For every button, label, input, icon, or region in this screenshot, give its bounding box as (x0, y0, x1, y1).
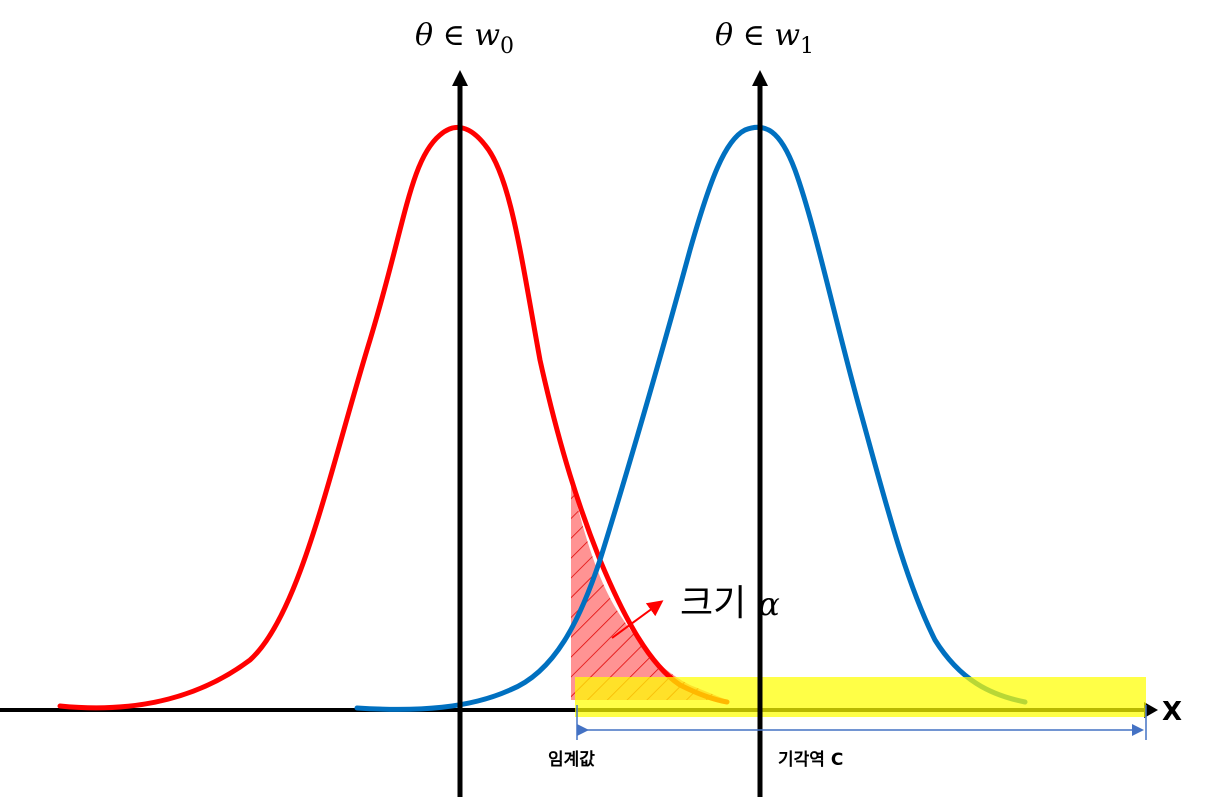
alpha-region-hatch (571, 480, 727, 700)
h0-distribution-curve (57, 124, 730, 711)
h1-distribution-curve (354, 124, 1028, 712)
threshold-label: 임계값 (548, 749, 595, 770)
h0-mean-axis-arrowhead (452, 70, 468, 86)
x-axis-arrowhead (1144, 702, 1158, 718)
h1-label: θ ∈ w1 (715, 18, 814, 59)
critical-region-label: 기각역 C (778, 750, 843, 770)
alpha-pointer-arrow (611, 600, 664, 639)
h0-label: θ ∈ w0 (415, 18, 514, 59)
alpha-size-label: 크기 α (680, 583, 780, 624)
x-axis-label: X (1162, 697, 1182, 727)
critical-region-band (575, 677, 1146, 717)
h1-mean-axis-arrowhead (752, 70, 768, 86)
